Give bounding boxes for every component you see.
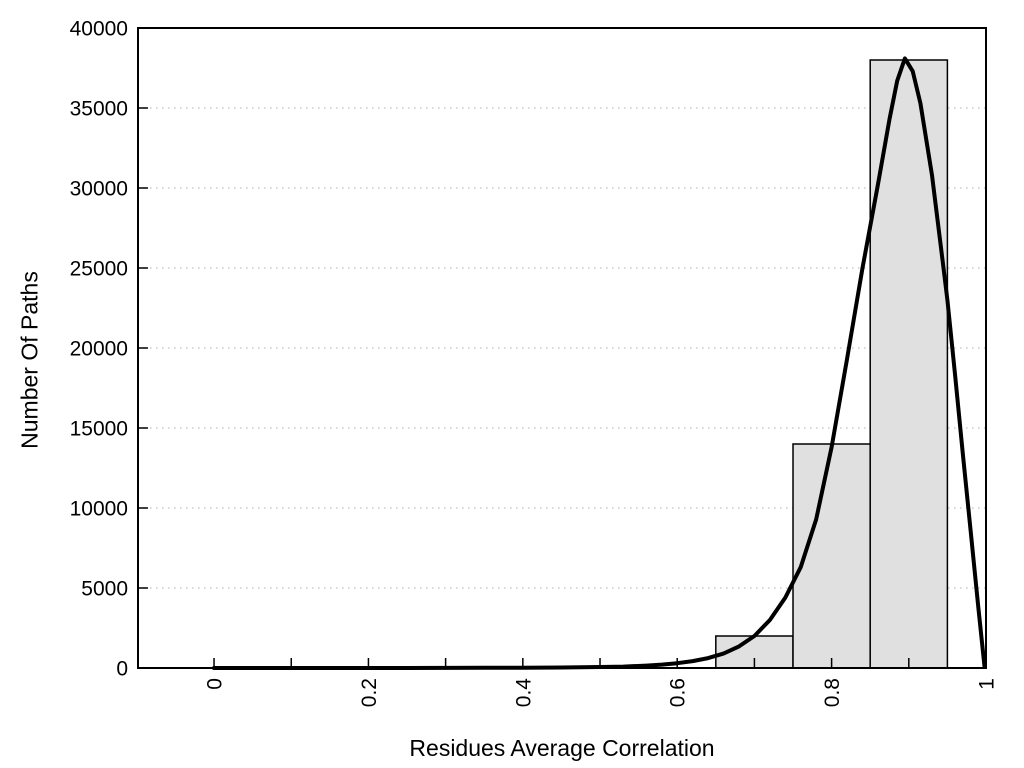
y-tick-label: 10000: [70, 498, 128, 521]
y-tick-label: 20000: [70, 338, 128, 361]
x-tick-label: 0.6: [667, 678, 690, 707]
y-tick-label: 25000: [70, 258, 128, 281]
y-tick-label: 15000: [70, 418, 128, 441]
x-tick-label: 0.8: [821, 678, 844, 707]
y-tick-label: 35000: [70, 98, 128, 121]
histogram-bar: [869, 59, 949, 669]
x-axis-title: Residues Average Correlation: [409, 735, 715, 761]
y-tick-label: 40000: [70, 18, 128, 41]
y-tick-label: 5000: [81, 578, 128, 601]
y-tick-label: 0: [116, 658, 128, 681]
y-tick-label: 30000: [70, 178, 128, 201]
x-tick-label: 0.4: [512, 678, 535, 708]
x-tick-label: 0.2: [358, 678, 381, 707]
x-tick-label: 0: [204, 678, 227, 690]
x-tick-label: 1: [976, 678, 999, 690]
y-axis-title: Number Of Paths: [16, 271, 43, 449]
